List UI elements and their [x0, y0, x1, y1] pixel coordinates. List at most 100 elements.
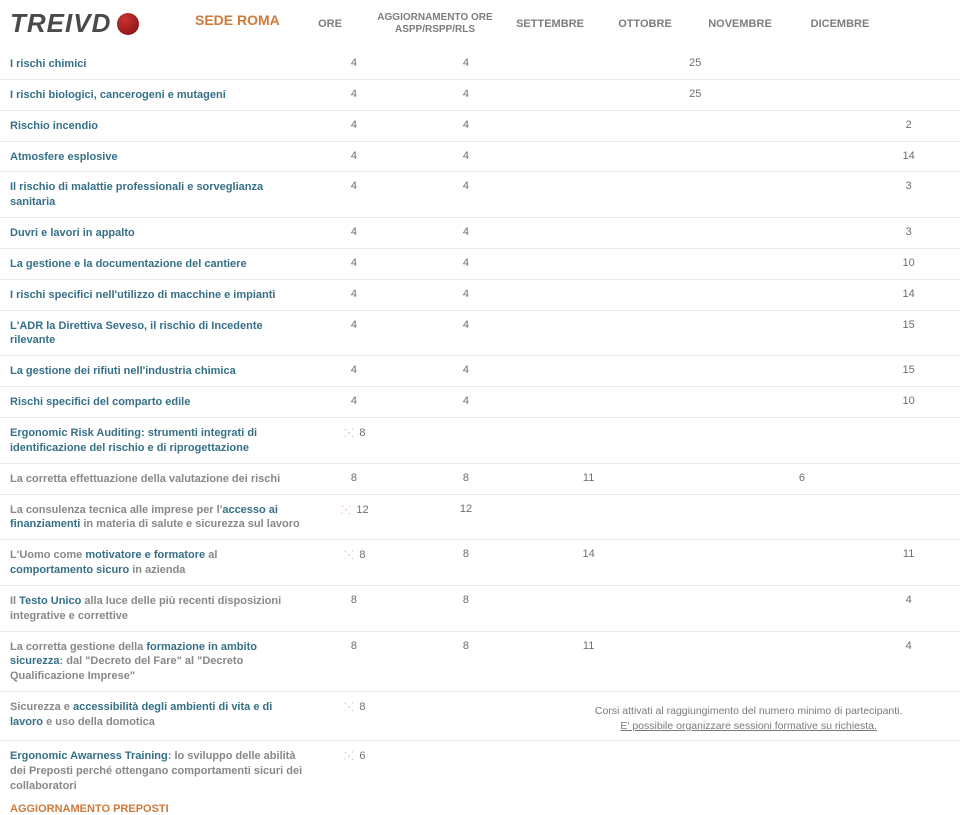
cell-month: [533, 248, 640, 279]
cell-month: [747, 356, 854, 387]
header-sede: SEDE ROMA: [195, 12, 280, 28]
courses-table: I rischi chimici4425I rischi biologici, …: [0, 49, 960, 801]
header-month-nov: NOVEMBRE: [690, 18, 790, 30]
cell-month: [640, 218, 747, 249]
row-title: La corretta effettuazione della valutazi…: [0, 463, 309, 494]
cell-month: [747, 310, 854, 356]
cell-month: 11: [533, 463, 640, 494]
cell-month: [853, 417, 960, 463]
row-title: La corretta gestione della formazione in…: [0, 631, 309, 692]
cell-month: [533, 79, 640, 110]
cell-aggiornamento: [395, 741, 534, 801]
cell-month: [533, 585, 640, 631]
cell-month: [533, 356, 640, 387]
cell-month: [533, 417, 640, 463]
cell-aggiornamento: 8: [395, 463, 534, 494]
table-row: La gestione e la documentazione del cant…: [0, 248, 960, 279]
cell-month: 25: [640, 79, 747, 110]
table-row: I rischi biologici, cancerogeni e mutage…: [0, 79, 960, 110]
note-cell: Corsi attivati al raggiungimento del num…: [533, 692, 960, 741]
new-icon: [342, 548, 356, 562]
cell-month: 4: [853, 631, 960, 692]
table-row: Sicurezza e accessibilità degli ambienti…: [0, 692, 960, 741]
cell-ore: 4: [309, 79, 394, 110]
cell-ore: 4: [309, 110, 394, 141]
cell-ore: 8: [309, 417, 394, 463]
table-row: I rischi chimici4425: [0, 49, 960, 79]
cell-ore: 4: [309, 49, 394, 79]
cell-ore: 8: [309, 631, 394, 692]
cell-ore: 4: [309, 141, 394, 172]
row-title: Duvri e lavori in appalto: [0, 218, 309, 249]
table-row: Il rischio di malattie professionali e s…: [0, 172, 960, 218]
cell-month: [640, 141, 747, 172]
cell-month: [747, 141, 854, 172]
table-row: Atmosfere esplosive4414: [0, 141, 960, 172]
cell-ore: 12: [309, 494, 394, 540]
cell-aggiornamento: 4: [395, 49, 534, 79]
table-row: Il Testo Unico alla luce delle più recen…: [0, 585, 960, 631]
cell-ore: 4: [309, 387, 394, 418]
cell-aggiornamento: 4: [395, 141, 534, 172]
cell-ore: 8: [309, 585, 394, 631]
cell-ore: 4: [309, 279, 394, 310]
row-title: I rischi biologici, cancerogeni e mutage…: [0, 79, 309, 110]
row-title: Sicurezza e accessibilità degli ambienti…: [0, 692, 309, 741]
cell-ore: 4: [309, 248, 394, 279]
row-title: La consulenza tecnica alle imprese per l…: [0, 494, 309, 540]
cell-month: [747, 218, 854, 249]
header-ore: ORE: [290, 18, 370, 30]
logo-dot-icon: [117, 13, 139, 35]
cell-month: [853, 463, 960, 494]
footer-section-label: AGGIORNAMENTO PREPOSTI: [0, 801, 960, 815]
cell-month: 10: [853, 248, 960, 279]
cell-month: [533, 310, 640, 356]
cell-month: [747, 110, 854, 141]
row-title: Rischio incendio: [0, 110, 309, 141]
cell-ore: 4: [309, 356, 394, 387]
cell-month: 14: [853, 279, 960, 310]
cell-month: [747, 540, 854, 586]
new-icon: [339, 503, 353, 517]
cell-month: [640, 494, 747, 540]
cell-aggiornamento: 4: [395, 110, 534, 141]
cell-month: 10: [853, 387, 960, 418]
cell-month: [640, 356, 747, 387]
cell-month: [533, 49, 640, 79]
cell-month: 14: [533, 540, 640, 586]
cell-ore: 4: [309, 218, 394, 249]
cell-month: [747, 417, 854, 463]
cell-month: [533, 218, 640, 249]
cell-aggiornamento: 4: [395, 248, 534, 279]
new-icon: [342, 749, 356, 763]
cell-month: [640, 310, 747, 356]
cell-aggiornamento: 8: [395, 585, 534, 631]
cell-month: 25: [640, 49, 747, 79]
row-title: Atmosfere esplosive: [0, 141, 309, 172]
row-title: L'ADR la Direttiva Seveso, il rischio di…: [0, 310, 309, 356]
cell-month: [747, 279, 854, 310]
logo-text: TREIVD: [10, 8, 111, 39]
cell-month: [747, 49, 854, 79]
cell-month: [640, 387, 747, 418]
table-header: TREIVD SEDE ROMA ORE AGGIORNAMENTO ORE A…: [0, 0, 960, 49]
cell-aggiornamento: 4: [395, 356, 534, 387]
cell-aggiornamento: 4: [395, 79, 534, 110]
row-title: I rischi specifici nell'utilizzo di macc…: [0, 279, 309, 310]
cell-aggiornamento: 8: [395, 540, 534, 586]
cell-month: [640, 172, 747, 218]
cell-ore: 6: [309, 741, 394, 801]
table-row: La gestione dei rifiuti nell'industria c…: [0, 356, 960, 387]
header-month-dec: DICEMBRE: [790, 18, 890, 30]
cell-month: [640, 417, 747, 463]
table-row: Duvri e lavori in appalto443: [0, 218, 960, 249]
cell-aggiornamento: 8: [395, 631, 534, 692]
table-row: Ergonomic Awarness Training: lo sviluppo…: [0, 741, 960, 801]
cell-month: [533, 172, 640, 218]
cell-month: 14: [853, 141, 960, 172]
table-row: L'ADR la Direttiva Seveso, il rischio di…: [0, 310, 960, 356]
header-month-sep: SETTEMBRE: [500, 18, 600, 30]
cell-month: [533, 387, 640, 418]
new-icon: [342, 426, 356, 440]
cell-month: [640, 631, 747, 692]
